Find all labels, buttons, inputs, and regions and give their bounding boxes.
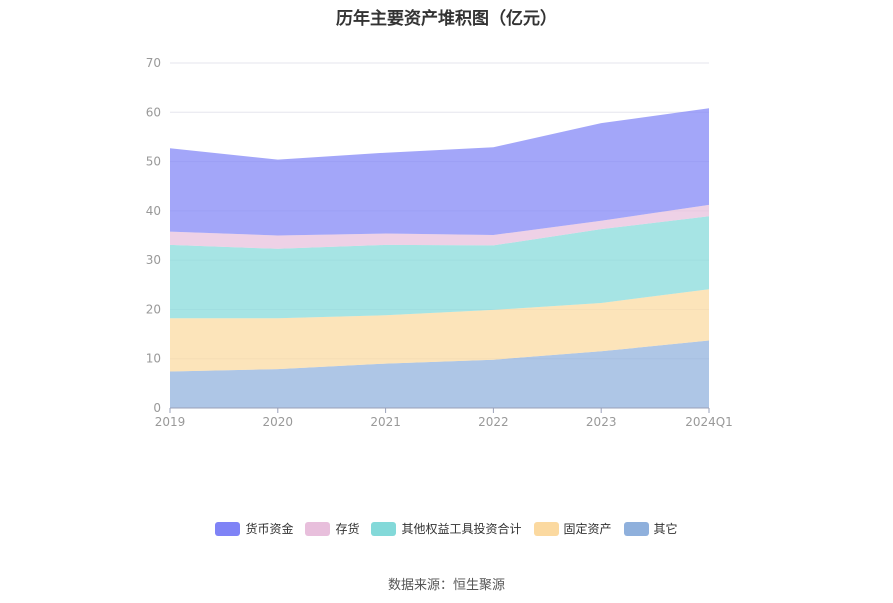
y-tick-label: 40 — [146, 204, 161, 218]
area-series-0 — [170, 340, 709, 408]
data-source: 数据来源：恒生聚源 — [387, 578, 505, 593]
legend-label-fixed-assets: 固定资产 — [563, 522, 612, 536]
legend-label-inventory: 存货 — [335, 522, 360, 536]
legend-item-fixed-assets[interactable]: 固定资产 — [533, 520, 612, 537]
area-series-1 — [170, 289, 709, 372]
legend-swatch-equity-investments — [371, 521, 397, 536]
legend: 货币资金 存货 其他权益工具投资合计 固定资产 其它 — [0, 520, 893, 537]
legend-item-cash[interactable]: 货币资金 — [215, 520, 293, 537]
legend-item-inventory[interactable]: 存货 — [305, 520, 359, 537]
x-tick-label: 2019 — [155, 415, 186, 429]
legend-swatch-other — [623, 521, 649, 536]
legend-swatch-cash — [215, 521, 241, 536]
legend-item-other[interactable]: 其它 — [623, 520, 678, 537]
x-tick-label: 2020 — [263, 415, 294, 429]
legend-label-cash: 货币资金 — [245, 522, 294, 536]
y-tick-label: 70 — [146, 56, 161, 70]
area-series-4 — [170, 108, 709, 236]
y-tick-label: 50 — [146, 155, 161, 169]
x-tick-label: 2024Q1 — [685, 415, 733, 429]
legend-label-other: 其它 — [653, 522, 678, 536]
y-tick-label: 60 — [146, 105, 161, 119]
y-tick-label: 20 — [146, 302, 161, 316]
y-tick-label: 10 — [146, 352, 161, 366]
x-tick-label: 2023 — [586, 415, 617, 429]
x-tick-label: 2022 — [478, 415, 509, 429]
legend-item-equity-investments[interactable]: 其他权益工具投资合计 — [371, 520, 522, 537]
chart-title: 历年主要资产堆积图（亿元） — [336, 9, 557, 29]
y-tick-label: 0 — [153, 401, 161, 415]
area-series-2 — [170, 216, 709, 319]
area-series-3 — [170, 204, 709, 249]
y-tick-label: 30 — [146, 253, 161, 267]
legend-swatch-inventory — [305, 521, 331, 536]
legend-swatch-fixed-assets — [533, 521, 559, 536]
x-tick-label: 2021 — [370, 415, 401, 429]
legend-label-equity-investments: 其他权益工具投资合计 — [401, 522, 522, 536]
